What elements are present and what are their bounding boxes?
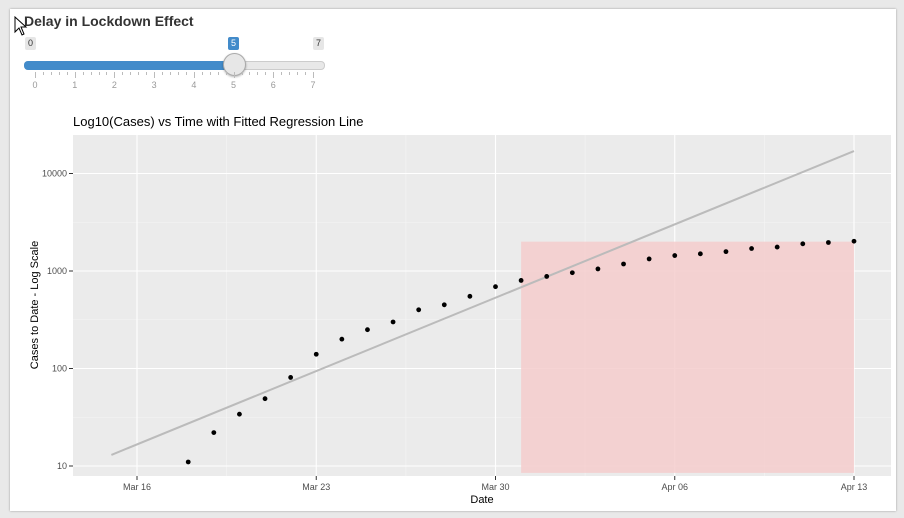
slider-minor-tick bbox=[201, 72, 203, 75]
slider-minor-tick bbox=[170, 72, 172, 75]
slider-minor-tick bbox=[289, 72, 291, 75]
slider-minor-tick bbox=[185, 72, 187, 75]
y-tick-label: 100 bbox=[52, 364, 67, 374]
slider-minor-tick bbox=[249, 72, 251, 75]
data-point bbox=[800, 241, 806, 247]
slider-minor-tick bbox=[82, 72, 84, 75]
slider-minor-tick bbox=[138, 72, 140, 75]
data-point bbox=[621, 261, 626, 267]
slider-tick-label: 2 bbox=[111, 80, 117, 90]
slider-tick-label: 4 bbox=[191, 80, 197, 90]
x-tick-label: Apr 13 bbox=[841, 482, 868, 492]
data-point bbox=[646, 256, 652, 262]
y-tick-label: 10 bbox=[57, 461, 67, 471]
x-tick-label: Apr 06 bbox=[661, 482, 688, 492]
x-tick-label: Mar 16 bbox=[123, 482, 151, 492]
slider-minor-tick bbox=[265, 72, 267, 75]
data-point bbox=[416, 307, 422, 313]
slider-minor-tick bbox=[177, 72, 179, 75]
slider-tick-label: 1 bbox=[72, 80, 78, 90]
data-point bbox=[723, 249, 729, 255]
data-point bbox=[262, 396, 268, 402]
slider-tick-label: 6 bbox=[270, 80, 276, 90]
data-point bbox=[569, 270, 575, 276]
slider-major-tick bbox=[193, 72, 195, 78]
data-point bbox=[441, 302, 447, 308]
x-axis-label: Date bbox=[470, 494, 493, 506]
regression-line bbox=[111, 150, 855, 456]
data-point bbox=[774, 244, 780, 250]
slider-minor-tick bbox=[58, 72, 60, 75]
slider-major-tick bbox=[114, 72, 116, 78]
data-point bbox=[237, 411, 242, 417]
slider-minor-tick bbox=[50, 72, 52, 75]
data-point bbox=[749, 246, 754, 251]
slider-minor-tick bbox=[122, 72, 124, 75]
slider-minor-tick bbox=[241, 72, 243, 75]
data-point bbox=[390, 319, 396, 325]
slider-minor-tick bbox=[146, 72, 148, 75]
slider-major-tick bbox=[233, 72, 235, 78]
slider-major-tick bbox=[313, 72, 314, 78]
slider-title: Delay in Lockdown Effect bbox=[24, 13, 194, 29]
chart-title: Log10(Cases) vs Time with Fitted Regress… bbox=[73, 114, 363, 129]
data-point bbox=[697, 251, 703, 257]
slider-minor-tick bbox=[305, 72, 307, 75]
data-point bbox=[595, 266, 601, 272]
data-point bbox=[544, 274, 550, 279]
slider-minor-tick bbox=[225, 72, 227, 75]
data-point bbox=[493, 284, 498, 290]
slider-major-tick bbox=[273, 72, 275, 78]
slider-major-tick bbox=[74, 72, 76, 78]
data-point bbox=[672, 253, 678, 258]
data-point bbox=[288, 375, 294, 380]
slider-minor-tick bbox=[297, 72, 299, 75]
slider-minor-tick bbox=[42, 72, 44, 75]
y-tick-label: 1000 bbox=[47, 266, 67, 276]
slider-minor-tick bbox=[66, 72, 68, 75]
slider-minor-tick bbox=[209, 72, 211, 75]
data-point bbox=[185, 459, 191, 465]
y-tick-label: 10000 bbox=[42, 169, 67, 179]
axes-layer: Mar 16 Mar 23 Mar 30 Apr 06 Apr 13 10 100 1000 1… bbox=[42, 169, 867, 493]
y-axis-label: Cases to Date - Log Scale bbox=[29, 241, 41, 369]
points-layer bbox=[185, 238, 857, 465]
slider-tick-label: 0 bbox=[32, 80, 38, 90]
data-point bbox=[518, 278, 524, 283]
slider-major-tick bbox=[154, 72, 156, 78]
slider-tick-label: 3 bbox=[151, 80, 157, 90]
x-tick-label: Mar 30 bbox=[481, 482, 509, 492]
slider-fill bbox=[24, 61, 234, 70]
slider-minor-tick bbox=[281, 72, 283, 75]
slider-value-badge: 5 bbox=[228, 37, 240, 50]
lockdown-highlight-region bbox=[521, 241, 854, 473]
regression-layer bbox=[111, 150, 855, 456]
data-point bbox=[825, 240, 831, 245]
slider-major-tick bbox=[35, 72, 36, 78]
data-point bbox=[851, 238, 857, 244]
data-point bbox=[339, 336, 345, 342]
slider-minor-tick bbox=[162, 72, 164, 75]
slider-minor-tick bbox=[106, 72, 108, 75]
slider-minor-tick bbox=[98, 72, 100, 75]
slider-min-badge: 0 bbox=[25, 37, 37, 50]
highlight-layer bbox=[521, 241, 854, 473]
data-point bbox=[211, 430, 217, 436]
slider-tick-label: 5 bbox=[231, 80, 237, 90]
slider-minor-tick bbox=[217, 72, 219, 75]
data-point bbox=[467, 293, 473, 299]
x-tick-label: Mar 23 bbox=[302, 482, 330, 492]
slider-tick-label: 7 bbox=[310, 80, 316, 90]
slider-minor-tick bbox=[257, 72, 259, 75]
data-point bbox=[365, 327, 370, 333]
data-point bbox=[313, 351, 319, 357]
slider-minor-tick bbox=[130, 72, 132, 75]
slider-max-badge: 7 bbox=[313, 37, 325, 50]
slider-minor-tick bbox=[90, 72, 92, 75]
mouse-cursor-icon bbox=[14, 16, 28, 36]
